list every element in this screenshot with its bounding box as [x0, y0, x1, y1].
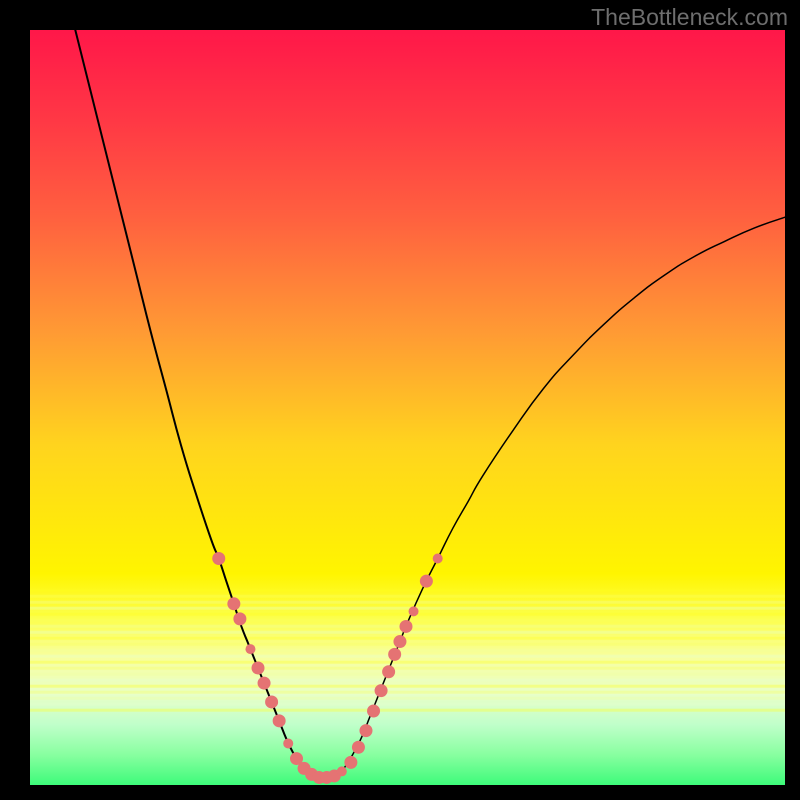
marker-dot: [388, 648, 401, 661]
marker-dot: [233, 612, 246, 625]
marker-dot: [359, 724, 372, 737]
marker-dot: [265, 695, 278, 708]
bottleneck-curve-chart: [0, 0, 800, 800]
marker-dot: [283, 738, 293, 748]
marker-dot: [352, 741, 365, 754]
marker-dot: [258, 677, 271, 690]
marker-dot: [420, 575, 433, 588]
marker-dot: [337, 766, 347, 776]
plot-gradient-background: [30, 30, 785, 785]
marker-dot: [212, 552, 225, 565]
marker-dot: [382, 665, 395, 678]
marker-dot: [399, 620, 412, 633]
marker-dot: [245, 644, 255, 654]
marker-dot: [367, 705, 380, 718]
marker-dot: [252, 661, 265, 674]
marker-dot: [393, 635, 406, 648]
marker-dot: [433, 554, 443, 564]
marker-dot: [273, 714, 286, 727]
chart-container: TheBottleneck.com: [0, 0, 800, 800]
watermark-text: TheBottleneck.com: [591, 4, 788, 31]
marker-dot: [375, 684, 388, 697]
striation-band: [30, 589, 785, 712]
marker-dot: [344, 756, 357, 769]
marker-dot: [409, 606, 419, 616]
marker-dot: [227, 597, 240, 610]
